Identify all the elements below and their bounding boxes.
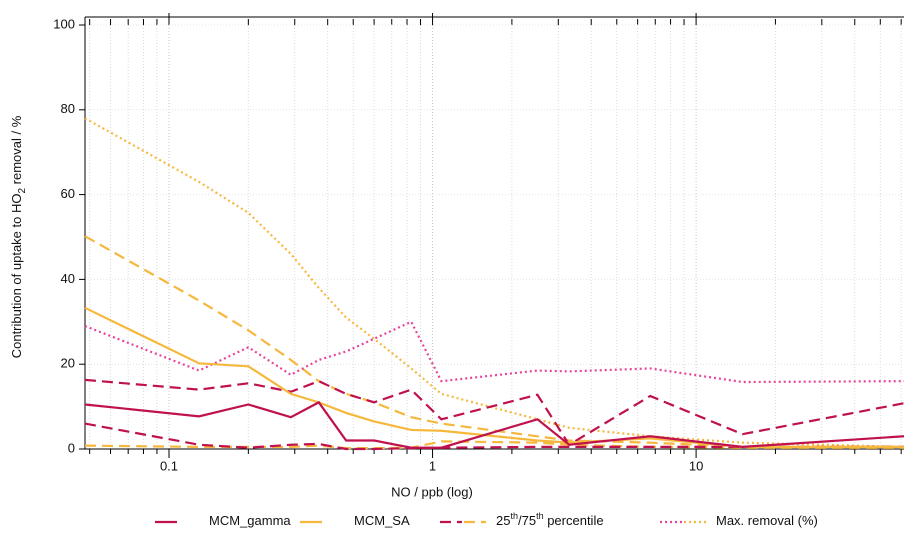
legend-label: 25th/75th percentile: [496, 511, 604, 528]
legend-item: 25th/75th percentile: [440, 511, 604, 528]
y-tick-label: 80: [61, 101, 75, 116]
y-tick-label: 40: [61, 271, 75, 286]
data-line: [84, 320, 904, 384]
y-tick-label: 100: [53, 16, 75, 31]
data-line: [84, 422, 904, 451]
data-line: [84, 378, 904, 447]
legend-label-part: /75: [518, 513, 536, 528]
data-line: [84, 306, 904, 448]
legend-label-sup: th: [536, 511, 544, 521]
legend-label-part: 25: [496, 513, 510, 528]
y-tick-label: 20: [61, 356, 75, 371]
legend-label-sup: th: [510, 511, 518, 521]
legend-item: Max. removal (%): [660, 513, 818, 528]
data-line: [84, 235, 904, 448]
legend-label: Max. removal (%): [716, 513, 818, 528]
data-line: [84, 117, 904, 448]
y-label-part: removal / %: [9, 115, 24, 188]
x-tick-label: 10: [689, 458, 703, 473]
legend-label-part: percentile: [544, 513, 604, 528]
y-tick-label: 60: [61, 186, 75, 201]
x-axis-label: NO / ppb (log): [391, 484, 473, 499]
legend-label: MCM_gamma: [209, 513, 291, 528]
y-axis-label: Contribution of uptake to HO2 removal / …: [9, 115, 27, 358]
y-tick-label: 0: [68, 440, 75, 455]
y-label-sub: 2: [17, 188, 28, 194]
legend-label-part: Max. removal (%): [716, 513, 818, 528]
data-line: [84, 400, 904, 449]
legend-label: MCM_SA: [354, 513, 410, 528]
legend-label-part: MCM_gamma: [209, 513, 291, 528]
x-tick-label: 1: [429, 458, 436, 473]
legend-label-part: MCM_SA: [354, 513, 410, 528]
legend-item: MCM_SA: [300, 513, 410, 528]
legend-item: MCM_gamma: [155, 513, 291, 528]
y-label-part: Contribution of uptake to HO: [9, 194, 24, 359]
x-tick-label: 0.1: [160, 458, 178, 473]
